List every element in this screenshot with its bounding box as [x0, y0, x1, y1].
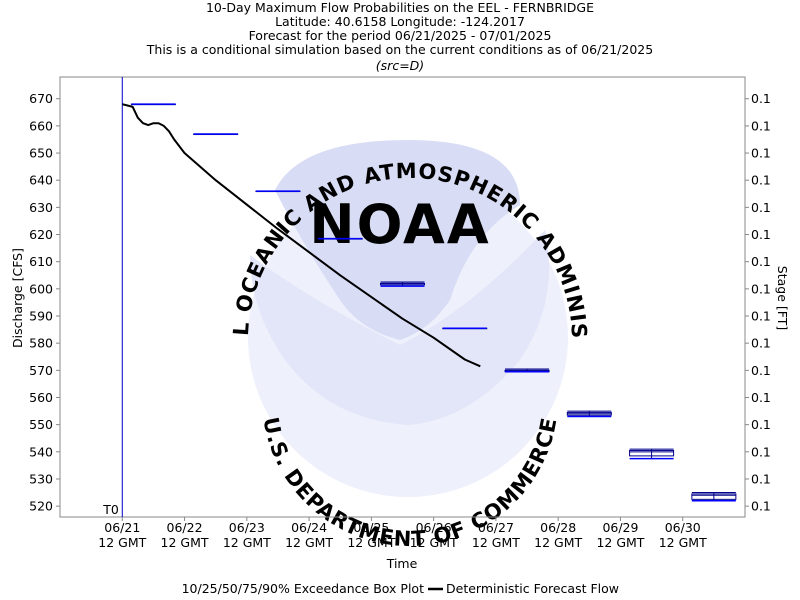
x-tick-label-time: 12 GMT [98, 535, 146, 550]
exceedance-boxplot [380, 281, 425, 287]
exceedance-boxplot [691, 492, 737, 502]
y-tick-label: 560 [29, 390, 53, 405]
y-tick-label: 640 [29, 173, 53, 188]
y2-tick-label: 0.1 [751, 363, 771, 378]
y2-axis: 0.1 0.1 0.1 0.1 0.1 0.1 0.1 0.1 0.1 0.1 0.1 0.1 0.1 0… [745, 91, 771, 514]
y2-tick-label: 0.1 [751, 499, 771, 514]
noaa-emblem-wordmark: NOAA [309, 193, 490, 256]
x-tick-label-time: 12 GMT [472, 535, 520, 550]
x-tick-label-time: 12 GMT [596, 535, 644, 550]
exceedance-boxplot [255, 190, 301, 193]
y2-tick-label: 0.1 [751, 254, 771, 269]
y2-tick-label: 0.1 [751, 91, 771, 106]
y2-tick-label: 0.1 [751, 417, 771, 432]
exceedance-boxplot [442, 327, 488, 330]
title-line-2: Latitude: 40.6158 Longitude: -124.2017 [275, 14, 525, 29]
y2-tick-label: 0.1 [751, 200, 771, 215]
legend: 10/25/50/75/90% Exceedance Box Plot Dete… [182, 581, 619, 596]
title-line-3: Forecast for the period 06/21/2025 - 07/… [249, 28, 552, 43]
y-tick-label: 600 [29, 281, 53, 296]
x-tick-label-time: 12 GMT [659, 535, 707, 550]
y-tick-label: 630 [29, 200, 53, 215]
x-tick-label-date: 06/30 [665, 520, 701, 535]
y2-tick-label: 0.1 [751, 118, 771, 133]
x-tick-label-time: 12 GMT [223, 535, 271, 550]
y2-tick-label: 0.1 [751, 281, 771, 296]
plot-area-frame [59, 76, 746, 518]
x-tick-label-time: 12 GMT [161, 535, 209, 550]
exceedance-boxplot [317, 237, 363, 240]
exceedance-boxplot [566, 410, 612, 418]
t0-label: T0 [102, 502, 119, 517]
noaa-emblem-bird [275, 140, 520, 340]
forecast-series [122, 103, 481, 368]
y-tick-label: 570 [29, 363, 53, 378]
y2-tick-label: 0.1 [751, 146, 771, 161]
title-block: 10-Day Maximum Flow Probabilities on the… [146, 0, 653, 73]
x-tick-label-date: 06/22 [167, 520, 203, 535]
title-line-4: This is a conditional simulation based o… [146, 42, 653, 57]
y-tick-label: 620 [29, 227, 53, 242]
x-tick-label-date: 06/26 [416, 520, 452, 535]
boxplot-box [691, 493, 737, 500]
y-tick-label: 550 [29, 417, 53, 432]
x-tick-label-date: 06/23 [229, 520, 265, 535]
y-axis-title: Discharge [CFS] [10, 248, 25, 348]
subtitle: (src=D) [376, 58, 424, 73]
exceedance-boxplot [193, 133, 239, 136]
y-tick-label: 660 [29, 118, 53, 133]
exceedance-boxplot [504, 368, 550, 373]
y-tick-label: 670 [29, 91, 53, 106]
exceedance-boxplots [130, 103, 737, 502]
x-tick-label-date: 06/21 [104, 520, 140, 535]
deterministic-forecast-line [122, 103, 481, 368]
x-tick-label-time: 12 GMT [285, 535, 333, 550]
boxplot-box [629, 449, 675, 457]
x-tick-label-date: 06/25 [353, 520, 389, 535]
y2-axis-title: Stage [FT] [775, 266, 790, 330]
y-tick-label: 580 [29, 336, 53, 351]
exceedance-boxplot [130, 103, 176, 106]
x-tick-label-date: 06/24 [291, 520, 327, 535]
y2-tick-label: 0.1 [751, 336, 771, 351]
y-tick-label: 590 [29, 309, 53, 324]
t0-marker: T0 [102, 77, 123, 517]
y-tick-label: 610 [29, 254, 53, 269]
y2-tick-label: 0.1 [751, 173, 771, 188]
y2-tick-label: 0.1 [751, 227, 771, 242]
y-tick-label: 540 [29, 444, 53, 459]
x-tick-label-time: 12 GMT [534, 535, 582, 550]
y-tick-label: 530 [29, 471, 53, 486]
x-tick-label-date: 06/29 [602, 520, 638, 535]
x-tick-label-date: 06/27 [478, 520, 514, 535]
x-axis-title: Time [386, 556, 418, 571]
title-line-1: 10-Day Maximum Flow Probabilities on the… [206, 0, 594, 15]
legend-label-boxplot: 10/25/50/75/90% Exceedance Box Plot [182, 581, 424, 596]
y2-tick-label: 0.1 [751, 390, 771, 405]
y2-tick-label: 0.1 [751, 471, 771, 486]
y2-tick-label: 0.1 [751, 444, 771, 459]
x-tick-label-date: 06/28 [540, 520, 576, 535]
y-tick-label: 650 [29, 146, 53, 161]
noaa-emblem-lower [250, 230, 550, 425]
x-tick-label-time: 12 GMT [410, 535, 458, 550]
legend-label-forecast: Deterministic Forecast Flow [446, 581, 619, 596]
y-tick-label: 520 [29, 499, 53, 514]
y-axis: 520 530 540 550 560 570 580 590 600 610 620 630 640 6… [29, 91, 60, 514]
y2-tick-label: 0.1 [751, 309, 771, 324]
noaa-watermark: NOAA NATIONAL OCEANIC AND ATMOSPHERIC AD… [0, 0, 590, 551]
x-tick-label-time: 12 GMT [347, 535, 395, 550]
exceedance-boxplot [629, 448, 675, 460]
